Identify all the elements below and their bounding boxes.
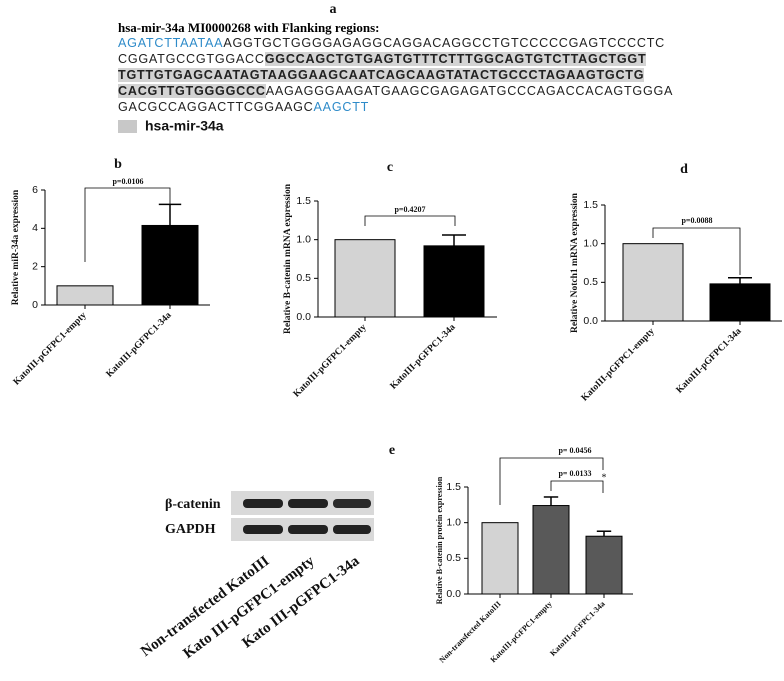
sequence-segment: CGGATGCCGTGGACC (118, 52, 265, 66)
significance-bracket (652, 227, 741, 275)
bar (622, 243, 684, 322)
y-tick-label: 1.5 (296, 195, 311, 207)
y-tick-label: 1.0 (583, 237, 598, 249)
sequence-segment: AGATCTTAATAA (118, 36, 224, 50)
y-tick-label: 4 (32, 222, 38, 234)
x-tick-label: KatoIII-pGFPC1-34a (105, 310, 174, 379)
annotation: p=0.0106 (112, 177, 143, 186)
x-tick-label: KatoIII-pGFPC1-empty (292, 322, 369, 399)
sequence-segment: AGGTGCTGGGGAGAGGCAGGACAGGCCTGTCCCCCGAGTC… (223, 36, 665, 50)
sequence-line: AGATCTTAATAAAGGTGCTGGGGAGAGGCAGGACAGGCCT… (118, 35, 778, 51)
x-tick-label: KatoIII-pGFPC1-empty (580, 326, 657, 403)
x-tick-label: KatoIII-pGFPC1-34a (548, 599, 607, 658)
band (243, 525, 283, 534)
annotation: p= 0.0133 (558, 469, 591, 478)
chart-label: d (680, 162, 688, 177)
y-tick-label: 1.5 (446, 481, 461, 493)
y-tick-label: 1.0 (296, 233, 311, 245)
bar (532, 505, 570, 595)
chart-label: b (114, 157, 122, 172)
band (288, 499, 328, 508)
y-tick-label: 1.0 (446, 516, 461, 528)
band (288, 525, 328, 534)
sequence-title: hsa-mir-34a MI0000268 with Flanking regi… (118, 20, 380, 35)
annotation: p=0.0088 (681, 216, 712, 225)
y-tick-label: 6 (32, 184, 38, 196)
bar (56, 285, 114, 306)
y-tick-label: 2 (32, 260, 38, 272)
y-tick-label: 0.5 (583, 276, 598, 288)
legend-label: hsa-mir-34a (145, 118, 224, 134)
y-axis-label: Relative B-catenin protein expression (435, 476, 444, 604)
annotation: p= 0.0456 (558, 446, 591, 455)
bar (423, 245, 485, 318)
chart-label: c (387, 160, 393, 175)
x-tick-label: KatoIII-pGFPC1-34a (675, 326, 744, 395)
bar (709, 283, 771, 322)
significance-bracket (84, 187, 171, 262)
bar (481, 522, 519, 595)
sequence-segment: TGTTGTGAGCAATAGTAAGGAAGCAATCAGCAAGTATACT… (118, 68, 645, 82)
annotation: * (602, 472, 607, 483)
y-axis-label: Relative miR-34a expression (11, 189, 21, 305)
band (333, 525, 371, 534)
sequence-panel: hsa-mir-34a MI0000268 with Flanking regi… (118, 20, 778, 115)
sequence-segment: CACGTTGTGGGGCCC (118, 84, 266, 98)
sequence-segment: AAGCTT (313, 100, 370, 114)
significance-bracket (499, 457, 604, 505)
blot-row-label: β-catenin (165, 497, 221, 512)
annotation: p=0.4207 (394, 205, 425, 214)
significance-bracket (364, 215, 456, 226)
blot-row-label: GAPDH (165, 522, 216, 537)
bar (141, 224, 199, 306)
y-tick-label: 0.5 (446, 552, 461, 564)
bar (334, 239, 396, 318)
sequence-line: CGGATGCCGTGGACCGGCCAGCTGTGAGTGTTTCTTTGGC… (118, 51, 778, 67)
x-tick-label: KatoIII-pGFPC1-34a (389, 322, 458, 391)
y-tick-label: 0.0 (583, 315, 598, 327)
sequence-line: CACGTTGTGGGGCCCAAGAGGGAAGATGAAGCGAGAGATG… (118, 83, 778, 99)
panel-label: a (330, 2, 337, 17)
significance-bracket (550, 480, 604, 493)
y-tick-label: 0.0 (446, 588, 461, 600)
y-axis-label: Relative Notch1 mRNA expression (570, 192, 580, 333)
band (243, 499, 283, 508)
band (333, 499, 371, 508)
sequence-segment: AAGAGGGAAGATGAAGCGAGAGATGCCCAGACCACAGTGG… (265, 84, 674, 98)
y-tick-label: 0 (32, 299, 38, 311)
sequence-segment: GACGCCAGGACTTCGGAAGC (118, 100, 314, 114)
blot (231, 491, 374, 541)
legend-swatch (118, 120, 137, 133)
y-tick-label: 1.5 (583, 199, 598, 211)
sequence-segment: GGCCAGCTGTGAGTGTTTCTTTGGCAGTGTCTTAGCTGGT (264, 52, 647, 66)
y-tick-label: 0.0 (296, 311, 311, 323)
sequence-line: TGTTGTGAGCAATAGTAAGGAAGCAATCAGCAAGTATACT… (118, 67, 778, 83)
x-tick-label: KatoIII-pGFPC1-empty (12, 310, 89, 387)
bar (585, 535, 623, 595)
chart-label: e (389, 443, 395, 458)
y-axis-label: Relative B-catenin mRNA expression (283, 183, 293, 334)
sequence-line: GACGCCAGGACTTCGGAAGCAAGCTT (118, 99, 778, 115)
y-tick-label: 0.5 (296, 272, 311, 284)
